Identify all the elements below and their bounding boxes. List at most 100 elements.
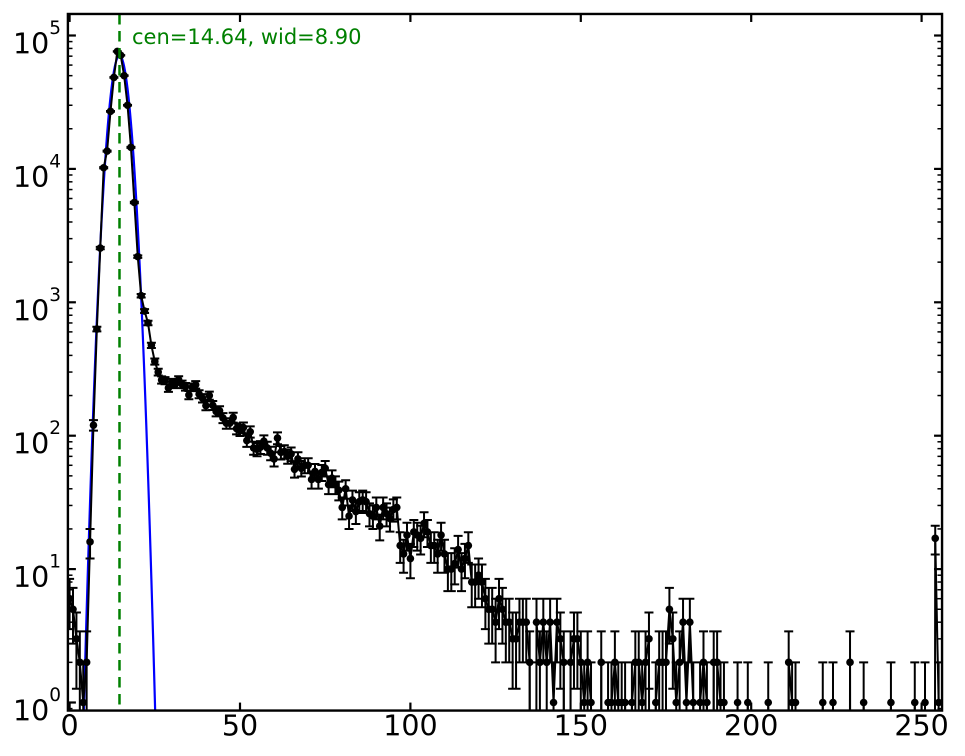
x-tick-label-50: 50	[222, 710, 258, 743]
data-point	[106, 107, 115, 116]
data-point	[76, 658, 84, 667]
data-point	[321, 464, 330, 473]
data-point	[553, 618, 561, 626]
data-point	[399, 550, 408, 558]
data-point	[733, 698, 742, 707]
data-point	[103, 147, 111, 155]
data-point	[607, 698, 616, 707]
data-point	[307, 475, 316, 484]
data-point	[82, 658, 91, 667]
data-point	[686, 618, 694, 626]
data-point	[243, 436, 251, 445]
data-point	[471, 578, 479, 586]
data-point	[140, 307, 149, 315]
data-point	[96, 244, 105, 252]
data-point	[645, 635, 653, 643]
data-point	[338, 503, 347, 512]
data-point	[638, 698, 646, 707]
axes-frame	[66, 12, 944, 712]
data-point	[72, 635, 81, 643]
data-point	[549, 698, 558, 707]
data-point	[144, 319, 152, 327]
data-point	[577, 658, 585, 667]
data-point	[525, 658, 534, 667]
data-point	[703, 698, 711, 707]
data-point	[536, 658, 544, 667]
data-point	[587, 698, 595, 707]
data-point	[491, 618, 500, 626]
data-point	[202, 401, 210, 410]
data-point	[348, 496, 357, 504]
data-point	[208, 401, 217, 410]
data-point	[86, 538, 94, 546]
data-point	[542, 658, 551, 667]
data-point	[420, 519, 428, 528]
x-tick-label-150: 150	[554, 710, 608, 743]
data-point	[450, 559, 459, 568]
y-tick-label-1e4: 104	[13, 151, 61, 194]
data-point	[239, 423, 248, 432]
data-point	[440, 550, 449, 558]
y-tick-label-1e1: 101	[13, 552, 61, 595]
x-tick-label-250: 250	[894, 710, 948, 743]
data-point	[651, 698, 660, 707]
data-point	[566, 658, 575, 667]
data-point	[846, 658, 854, 667]
data-point	[764, 698, 773, 707]
data-point	[406, 554, 415, 563]
data-point	[474, 571, 483, 579]
data-point	[720, 698, 728, 707]
data-point	[151, 357, 159, 366]
data-point	[931, 534, 940, 543]
data-point	[181, 382, 190, 391]
data-point	[522, 618, 531, 626]
data-point	[634, 658, 643, 667]
y-axis-tick-labels: 100 101 102 103 104 105	[13, 18, 61, 728]
x-tick-label-100: 100	[383, 710, 437, 743]
data-point	[403, 531, 411, 539]
data-point	[791, 698, 800, 707]
data-point	[539, 618, 548, 626]
y-tick-label-1e3: 103	[13, 285, 61, 328]
data-point	[597, 658, 606, 667]
y-axis-ticks	[67, 34, 943, 710]
data-point	[130, 198, 139, 207]
data-point	[161, 376, 169, 385]
data-point	[423, 528, 432, 536]
axes-spines	[66, 12, 944, 712]
data-point	[99, 163, 108, 172]
data-point	[621, 698, 629, 707]
fit-annotation-text: cen=14.64, wid=8.90	[132, 25, 362, 49]
data-point	[256, 443, 265, 452]
data-point	[154, 368, 163, 376]
data-point	[713, 658, 721, 667]
data-point	[887, 698, 895, 707]
data-point	[137, 291, 145, 300]
x-tick-label-200: 200	[724, 710, 778, 743]
data-point	[392, 503, 401, 512]
data-point	[341, 484, 350, 493]
data-point	[379, 503, 387, 512]
y-tick-label-1e5: 105	[13, 18, 61, 61]
data-point	[580, 698, 589, 707]
data-point	[164, 384, 173, 392]
data-point	[386, 514, 394, 523]
data-point	[699, 658, 708, 667]
data-point	[672, 698, 681, 707]
data-point	[89, 421, 98, 429]
data-point	[335, 486, 343, 495]
data-point	[689, 698, 698, 707]
data-point	[559, 658, 568, 667]
data-point	[246, 427, 255, 436]
data-point	[818, 698, 827, 707]
data-point	[93, 325, 101, 333]
data-point	[498, 605, 507, 614]
data-point	[505, 618, 514, 626]
data-point	[495, 594, 503, 603]
data-point	[79, 698, 88, 707]
data-point	[273, 434, 282, 442]
data-point	[532, 618, 541, 626]
data-point	[682, 698, 691, 707]
